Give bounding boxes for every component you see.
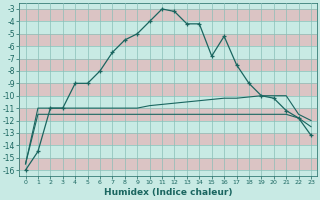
X-axis label: Humidex (Indice chaleur): Humidex (Indice chaleur): [104, 188, 233, 197]
Bar: [19, 108, 317, 121]
Bar: [19, 9, 317, 21]
Bar: [19, 83, 317, 96]
Bar: [19, 158, 317, 170]
Bar: [19, 133, 317, 145]
Bar: [19, 34, 317, 46]
Bar: [19, 59, 317, 71]
